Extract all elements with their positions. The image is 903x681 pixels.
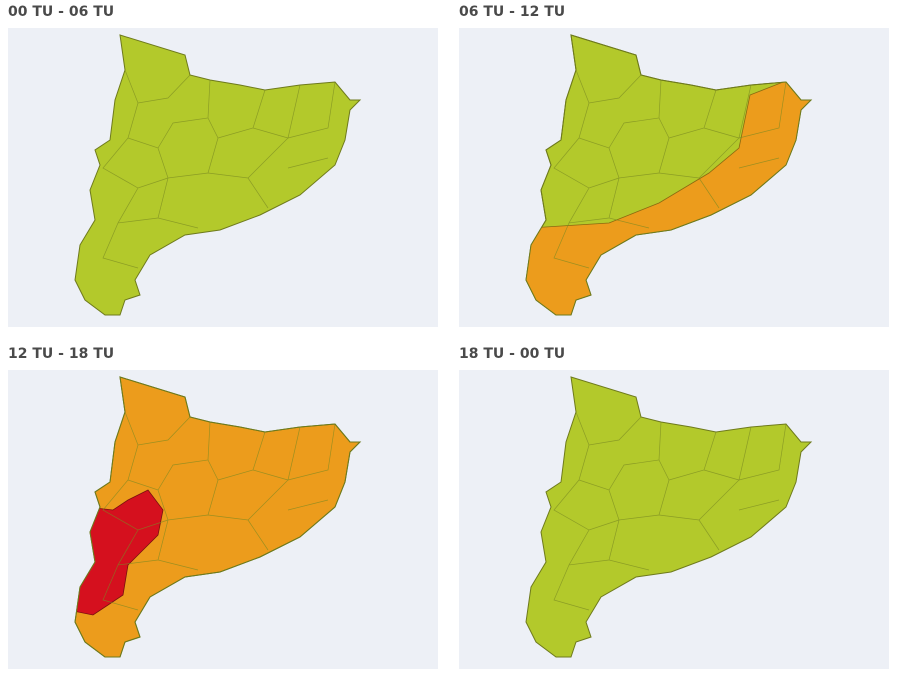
map bbox=[525, 34, 812, 316]
map-panel bbox=[459, 370, 889, 669]
map bbox=[74, 34, 361, 316]
map-panel bbox=[8, 370, 438, 669]
region bbox=[525, 376, 812, 658]
panel-title: 00 TU - 06 TU bbox=[8, 4, 115, 20]
region bbox=[74, 34, 361, 316]
panel-title: 12 TU - 18 TU bbox=[8, 346, 115, 362]
map-panel bbox=[8, 28, 438, 327]
map bbox=[525, 376, 812, 658]
map bbox=[74, 376, 361, 658]
panel-title: 06 TU - 12 TU bbox=[459, 4, 566, 20]
panel-title: 18 TU - 00 TU bbox=[459, 346, 566, 362]
map-panel bbox=[459, 28, 889, 327]
